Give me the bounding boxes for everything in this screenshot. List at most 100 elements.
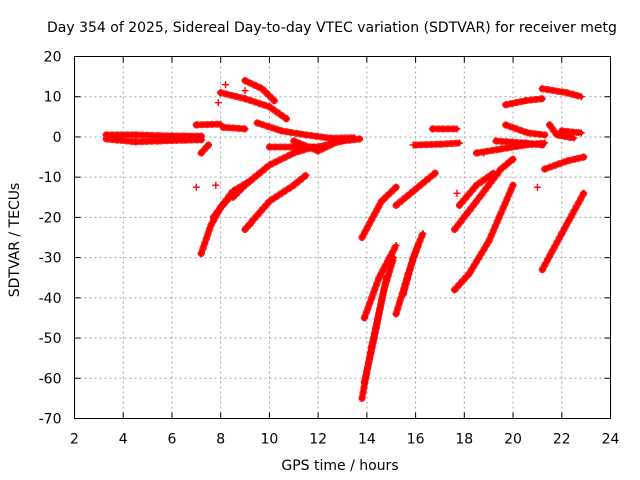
data-point-marker bbox=[577, 93, 585, 101]
data-point-marker bbox=[563, 157, 571, 165]
data-point-marker bbox=[538, 266, 546, 274]
y-tick-label: -30 bbox=[39, 251, 62, 267]
isolated-data-point bbox=[533, 183, 541, 191]
data-point-marker bbox=[429, 125, 437, 133]
data-point-marker bbox=[270, 97, 278, 105]
data-point-marker bbox=[205, 141, 212, 149]
x-tick-label: 6 bbox=[167, 432, 176, 448]
data-point-marker bbox=[197, 149, 205, 157]
chart-title: Day 354 of 2025, Sidereal Day-to-day VTE… bbox=[47, 20, 617, 36]
data-point-marker bbox=[524, 129, 532, 137]
data-point-marker bbox=[156, 137, 164, 145]
data-point-marker bbox=[455, 201, 463, 209]
data-point-marker bbox=[509, 181, 517, 189]
data-point-marker bbox=[451, 286, 459, 294]
data-point-marker bbox=[241, 125, 249, 133]
data-point-marker bbox=[131, 138, 139, 146]
x-axis-label: GPS time / hours bbox=[281, 458, 398, 474]
data-point-marker bbox=[492, 137, 500, 145]
isolated-data-point bbox=[192, 183, 200, 191]
data-point-marker bbox=[473, 197, 480, 205]
data-point-marker bbox=[521, 139, 529, 147]
data-series-track-11-markers bbox=[229, 143, 317, 201]
data-point-marker bbox=[580, 189, 588, 197]
x-tick-label: 24 bbox=[602, 432, 620, 448]
data-point-marker bbox=[473, 149, 480, 157]
data-point-marker bbox=[360, 314, 368, 322]
data-series-track-24-markers bbox=[451, 181, 517, 294]
y-tick-label: -50 bbox=[39, 331, 62, 347]
data-point-marker bbox=[265, 161, 273, 169]
y-tick-label: 20 bbox=[44, 50, 62, 66]
data-point-marker bbox=[392, 201, 400, 209]
x-tick-label: 20 bbox=[504, 432, 522, 448]
axis-ticks: 2 4 6 8 10 12 14 16 18 20 22 2420100-10-20-30-40-50… bbox=[39, 50, 620, 448]
data-point-marker bbox=[314, 147, 322, 155]
isolated-data-point bbox=[222, 81, 230, 89]
data-point-marker bbox=[290, 149, 298, 157]
data-series-track-35-markers bbox=[538, 189, 588, 274]
y-tick-label: 0 bbox=[53, 130, 62, 146]
data-point-marker bbox=[538, 95, 546, 103]
x-tick-label: 12 bbox=[309, 432, 327, 448]
data-point-marker bbox=[558, 229, 566, 237]
data-point-marker bbox=[570, 134, 578, 142]
data-point-marker bbox=[502, 121, 510, 129]
x-tick-label: 10 bbox=[260, 432, 278, 448]
isolated-data-point bbox=[409, 141, 417, 149]
x-tick-label: 4 bbox=[119, 432, 128, 448]
data-point-marker bbox=[392, 183, 400, 191]
data-series-track-10-markers bbox=[241, 171, 310, 233]
data-point-marker bbox=[431, 169, 439, 177]
data-point-marker bbox=[538, 85, 546, 93]
data-point-marker bbox=[465, 270, 473, 278]
data-point-marker bbox=[546, 121, 554, 129]
data-series-track-34-markers bbox=[541, 153, 588, 173]
data-point-marker bbox=[370, 334, 378, 342]
data-point-marker bbox=[399, 290, 407, 298]
data-series-track-20-markers bbox=[399, 230, 427, 298]
data-series-track-3-markers bbox=[192, 120, 225, 129]
data-series bbox=[102, 77, 588, 402]
plot-frame bbox=[74, 56, 611, 419]
data-point-marker bbox=[356, 135, 364, 143]
data-point-marker bbox=[553, 131, 561, 139]
data-point-marker bbox=[390, 254, 398, 262]
data-point-marker bbox=[577, 129, 585, 137]
data-point-marker bbox=[246, 177, 254, 185]
isolated-data-point bbox=[212, 181, 220, 189]
data-point-marker bbox=[509, 155, 517, 163]
data-series-track-14-markers bbox=[197, 141, 212, 157]
data-point-marker bbox=[502, 101, 510, 109]
y-tick-label: -60 bbox=[39, 371, 62, 387]
isolated-data-point bbox=[453, 189, 461, 197]
y-axis-label: SDTVAR / TECUs bbox=[7, 183, 23, 298]
data-point-marker bbox=[497, 145, 505, 153]
data-point-marker bbox=[102, 135, 110, 143]
data-point-marker bbox=[241, 77, 249, 85]
x-tick-label: 16 bbox=[407, 432, 425, 448]
y-tick-label: -10 bbox=[39, 170, 62, 186]
isolated-data-point bbox=[214, 99, 222, 107]
data-point-marker bbox=[375, 274, 383, 282]
data-point-marker bbox=[217, 203, 225, 211]
data-point-marker bbox=[258, 85, 266, 93]
data-point-marker bbox=[253, 119, 261, 127]
data-point-marker bbox=[392, 242, 400, 250]
data-point-marker bbox=[360, 378, 368, 386]
data-series-track-29-markers bbox=[502, 95, 546, 109]
data-point-marker bbox=[563, 89, 571, 97]
data-point-marker bbox=[265, 197, 273, 205]
x-tick-label: 8 bbox=[216, 432, 225, 448]
data-point-marker bbox=[309, 143, 317, 151]
data-point-marker bbox=[192, 121, 200, 129]
data-point-marker bbox=[541, 131, 549, 139]
data-point-marker bbox=[453, 125, 461, 133]
data-point-marker bbox=[241, 95, 249, 103]
data-point-marker bbox=[197, 250, 205, 258]
y-tick-label: -40 bbox=[39, 291, 62, 307]
data-point-marker bbox=[580, 153, 588, 161]
data-point-marker bbox=[392, 310, 400, 318]
data-point-marker bbox=[409, 254, 417, 262]
grid-lines bbox=[74, 56, 611, 419]
